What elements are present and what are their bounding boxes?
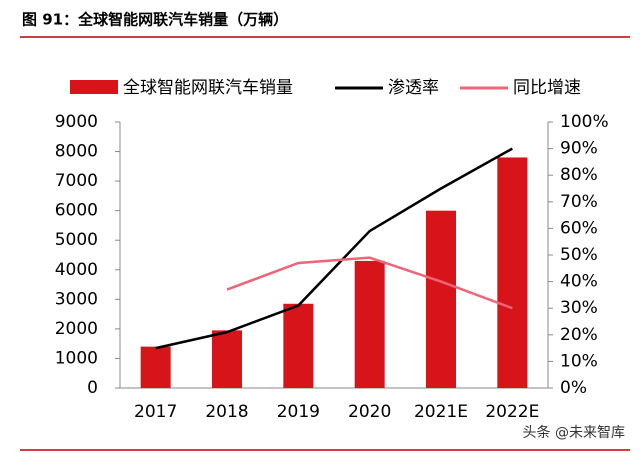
legend-label: 同比增速 [513, 78, 581, 98]
x-tick-label: 2018 [205, 402, 248, 422]
y-tick-label: 8000 [55, 142, 98, 162]
y-tick-label: 3000 [55, 289, 98, 309]
x-tick-label: 2022E [485, 402, 539, 422]
y-tick-label: 1000 [55, 348, 98, 368]
y2-tick-label: 80% [560, 165, 598, 185]
y2-tick-label: 0% [560, 378, 587, 398]
bar [354, 260, 385, 388]
header-title: 图 91：全球智能网联汽车销量（万辆） [22, 11, 288, 29]
y-tick-label: 2000 [55, 319, 98, 339]
y2-tick-label: 70% [560, 192, 598, 212]
bar [283, 303, 314, 388]
y-tick-label: 9000 [55, 112, 98, 132]
bar [140, 346, 171, 388]
y2-tick-label: 100% [560, 112, 609, 132]
y2-tick-label: 60% [560, 218, 598, 238]
bar [497, 157, 528, 388]
y-tick-label: 6000 [55, 201, 98, 221]
x-tick-label: 2021E [414, 402, 468, 422]
y-tick-label: 5000 [55, 230, 98, 250]
y2-tick-label: 40% [560, 272, 598, 292]
y2-tick-label: 30% [560, 298, 598, 318]
legend-label: 全球智能网联汽车销量 [123, 78, 293, 98]
watermark: 头条 @未来智库 [523, 424, 625, 441]
legend-label: 渗透率 [388, 78, 439, 98]
x-tick-label: 2017 [134, 402, 177, 422]
bar [426, 210, 456, 388]
y-tick-label: 4000 [55, 260, 98, 280]
x-tick-label: 2019 [277, 402, 320, 422]
y2-tick-label: 50% [560, 245, 598, 265]
line [155, 147, 513, 350]
y-tick-label: 7000 [55, 171, 98, 191]
y2-tick-label: 90% [560, 139, 598, 159]
y2-tick-label: 10% [560, 351, 598, 371]
x-tick-label: 2020 [348, 402, 391, 422]
legend-swatch [70, 80, 118, 94]
line [226, 256, 513, 310]
bar [212, 330, 242, 388]
y2-tick-label: 20% [560, 325, 598, 345]
y-tick-label: 0 [87, 378, 98, 398]
